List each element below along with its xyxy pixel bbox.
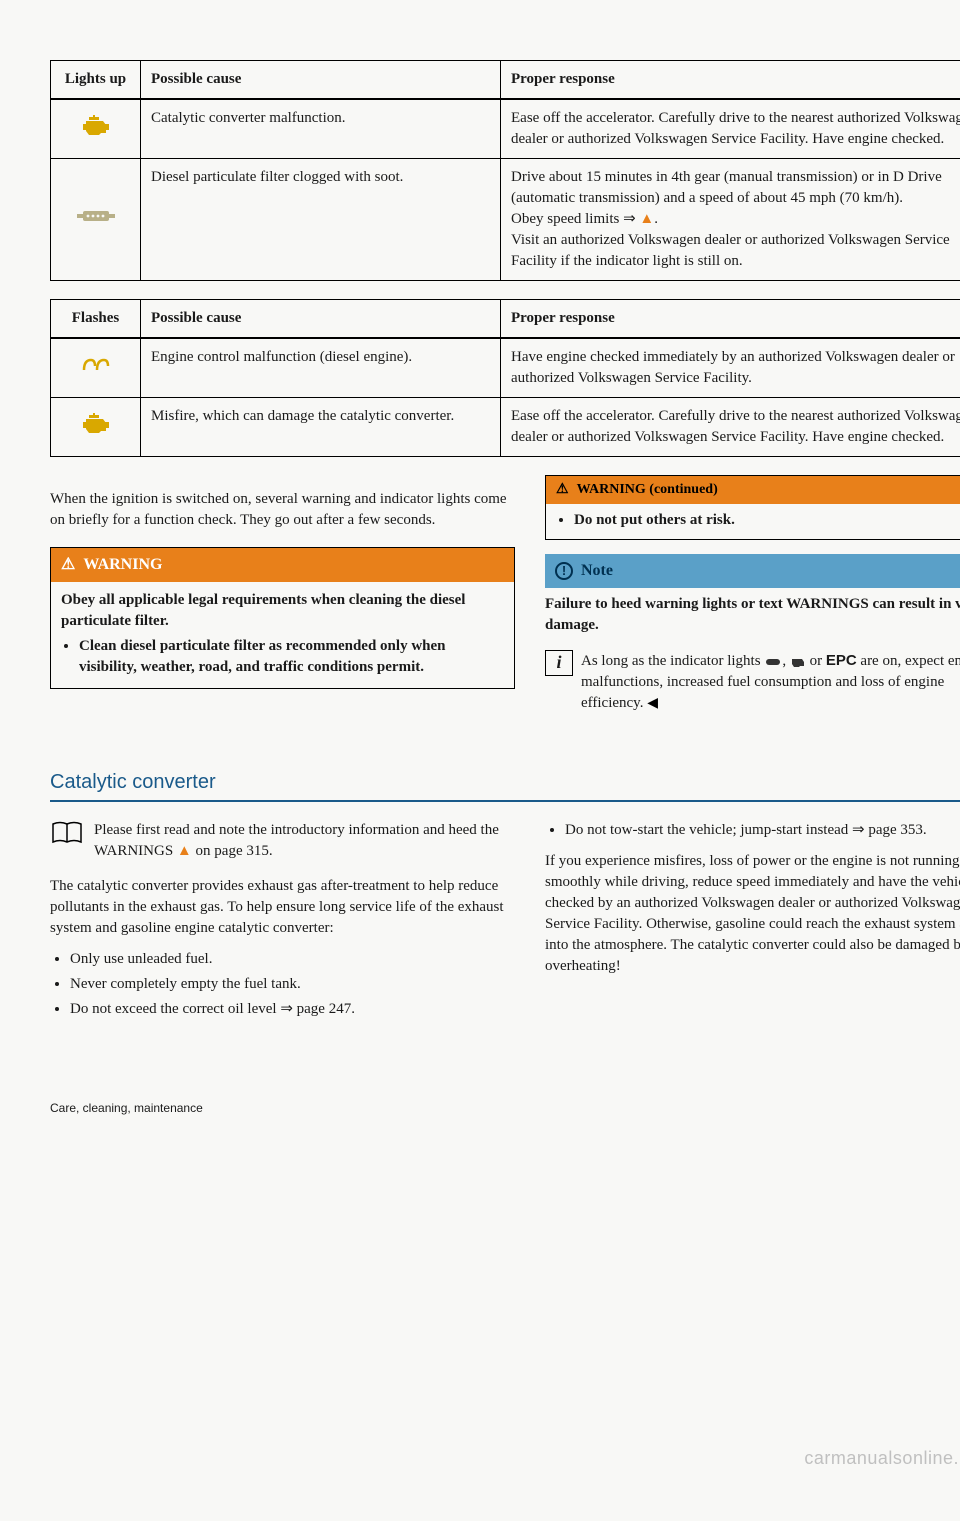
- para-right: If you experience misfires, loss of powe…: [545, 851, 960, 977]
- warning-triangle-icon: ▲: [177, 841, 192, 862]
- list-item: Do not exceed the correct oil level ⇒ pa…: [70, 999, 515, 1020]
- para1: The catalytic converter provides exhaust…: [50, 876, 515, 939]
- lights-up-table: Lights up Possible cause Proper response…: [50, 60, 960, 281]
- th-response: Proper response: [501, 61, 960, 100]
- resp-pre: Drive about 15 minutes in 4th gear (manu…: [511, 169, 942, 206]
- warning-triangle-icon: ⚠: [556, 480, 569, 500]
- warning-title: WARNING: [83, 554, 162, 576]
- table-row: Engine control malfunction (diesel engin…: [51, 338, 960, 398]
- note-header: ! Note: [545, 554, 960, 588]
- response-cell: Drive about 15 minutes in 4th gear (manu…: [501, 159, 960, 281]
- note-circle-icon: !: [555, 562, 573, 580]
- info-mid: or: [806, 653, 826, 669]
- book-pre: Please first read and note the introduct…: [94, 822, 499, 859]
- response-cell: Ease off the accelerator. Carefully driv…: [501, 99, 960, 159]
- cause-cell: Misfire, which can damage the catalytic …: [141, 398, 501, 457]
- bullets-left: Only use unleaded fuel. Never completely…: [50, 949, 515, 1020]
- resp-mid: Obey speed limits ⇒: [511, 211, 639, 227]
- warning-cont-bullet: Do not put others at risk.: [574, 510, 960, 531]
- warning-triangle-icon: ⚠: [61, 554, 75, 576]
- flashes-table: Flashes Possible cause Proper response E…: [50, 299, 960, 457]
- book-post: on page 315.: [192, 843, 273, 859]
- cause-cell: Catalytic converter malfunction.: [141, 99, 501, 159]
- table-row: Misfire, which can damage the catalytic …: [51, 398, 960, 457]
- footer-text: Care, cleaning, maintenance: [50, 1100, 960, 1117]
- list-item: Only use unleaded fuel.: [70, 949, 515, 970]
- th-cause: Possible cause: [141, 61, 501, 100]
- warning-box: ⚠ WARNING Obey all applicable legal requ…: [50, 547, 515, 689]
- book-text: Please first read and note the introduct…: [94, 820, 515, 862]
- intro-text: When the ignition is switched on, severa…: [50, 489, 515, 531]
- watermark: carmanualsonline.info: [804, 1446, 960, 1471]
- book-icon: [50, 820, 84, 853]
- engine-icon: [51, 99, 141, 159]
- info-pre: As long as the indicator lights: [581, 653, 764, 669]
- note-body: Failure to heed warning lights or text W…: [545, 594, 960, 636]
- warning-line1: Obey all applicable legal requirements w…: [61, 590, 504, 632]
- warning-bullet: Clean diesel particulate filter as recom…: [79, 636, 504, 678]
- warning-triangle-icon: ▲: [639, 209, 654, 230]
- section-rule: [50, 800, 960, 802]
- th-response2: Proper response: [501, 300, 960, 339]
- bullets-right: Do not tow-start the vehicle; jump-start…: [545, 820, 960, 841]
- cause-cell: Diesel particulate filter clogged with s…: [141, 159, 501, 281]
- warning-header: ⚠ WARNING: [51, 548, 514, 582]
- info-text: As long as the indicator lights , or EPC…: [581, 650, 960, 714]
- warning-cont-title: WARNING (continued): [577, 480, 718, 500]
- epc-label: EPC: [826, 652, 857, 669]
- table-row: Diesel particulate filter clogged with s…: [51, 159, 960, 281]
- glow-icon: [51, 338, 141, 398]
- warning-continued-box: ⚠ WARNING (continued) Do not put others …: [545, 475, 960, 540]
- th-lights: Lights up: [51, 61, 141, 100]
- back-triangle-icon: ◀: [647, 696, 658, 711]
- list-item: Do not tow-start the vehicle; jump-start…: [565, 820, 960, 841]
- dpf-icon: [51, 159, 141, 281]
- response-cell: Ease off the accelerator. Carefully driv…: [501, 398, 960, 457]
- para-right-text: If you experience misfires, loss of powe…: [545, 853, 960, 974]
- info-block: i As long as the indicator lights , or E…: [545, 650, 960, 714]
- warning-cont-header: ⚠ WARNING (continued): [546, 476, 960, 504]
- book-block: Please first read and note the introduct…: [50, 820, 515, 862]
- info-icon: i: [545, 650, 573, 676]
- list-item: Never completely empty the fuel tank.: [70, 974, 515, 995]
- table-row: Catalytic converter malfunction. Ease of…: [51, 99, 960, 159]
- response-cell: Have engine checked immediately by an au…: [501, 338, 960, 398]
- th-flashes: Flashes: [51, 300, 141, 339]
- cause-cell: Engine control malfunction (diesel engin…: [141, 338, 501, 398]
- resp-post: Visit an authorized Volkswagen dealer or…: [511, 232, 950, 269]
- section-title: Catalytic converter: [50, 768, 960, 796]
- th-cause2: Possible cause: [141, 300, 501, 339]
- note-title: Note: [581, 560, 613, 582]
- engine-icon: [51, 398, 141, 457]
